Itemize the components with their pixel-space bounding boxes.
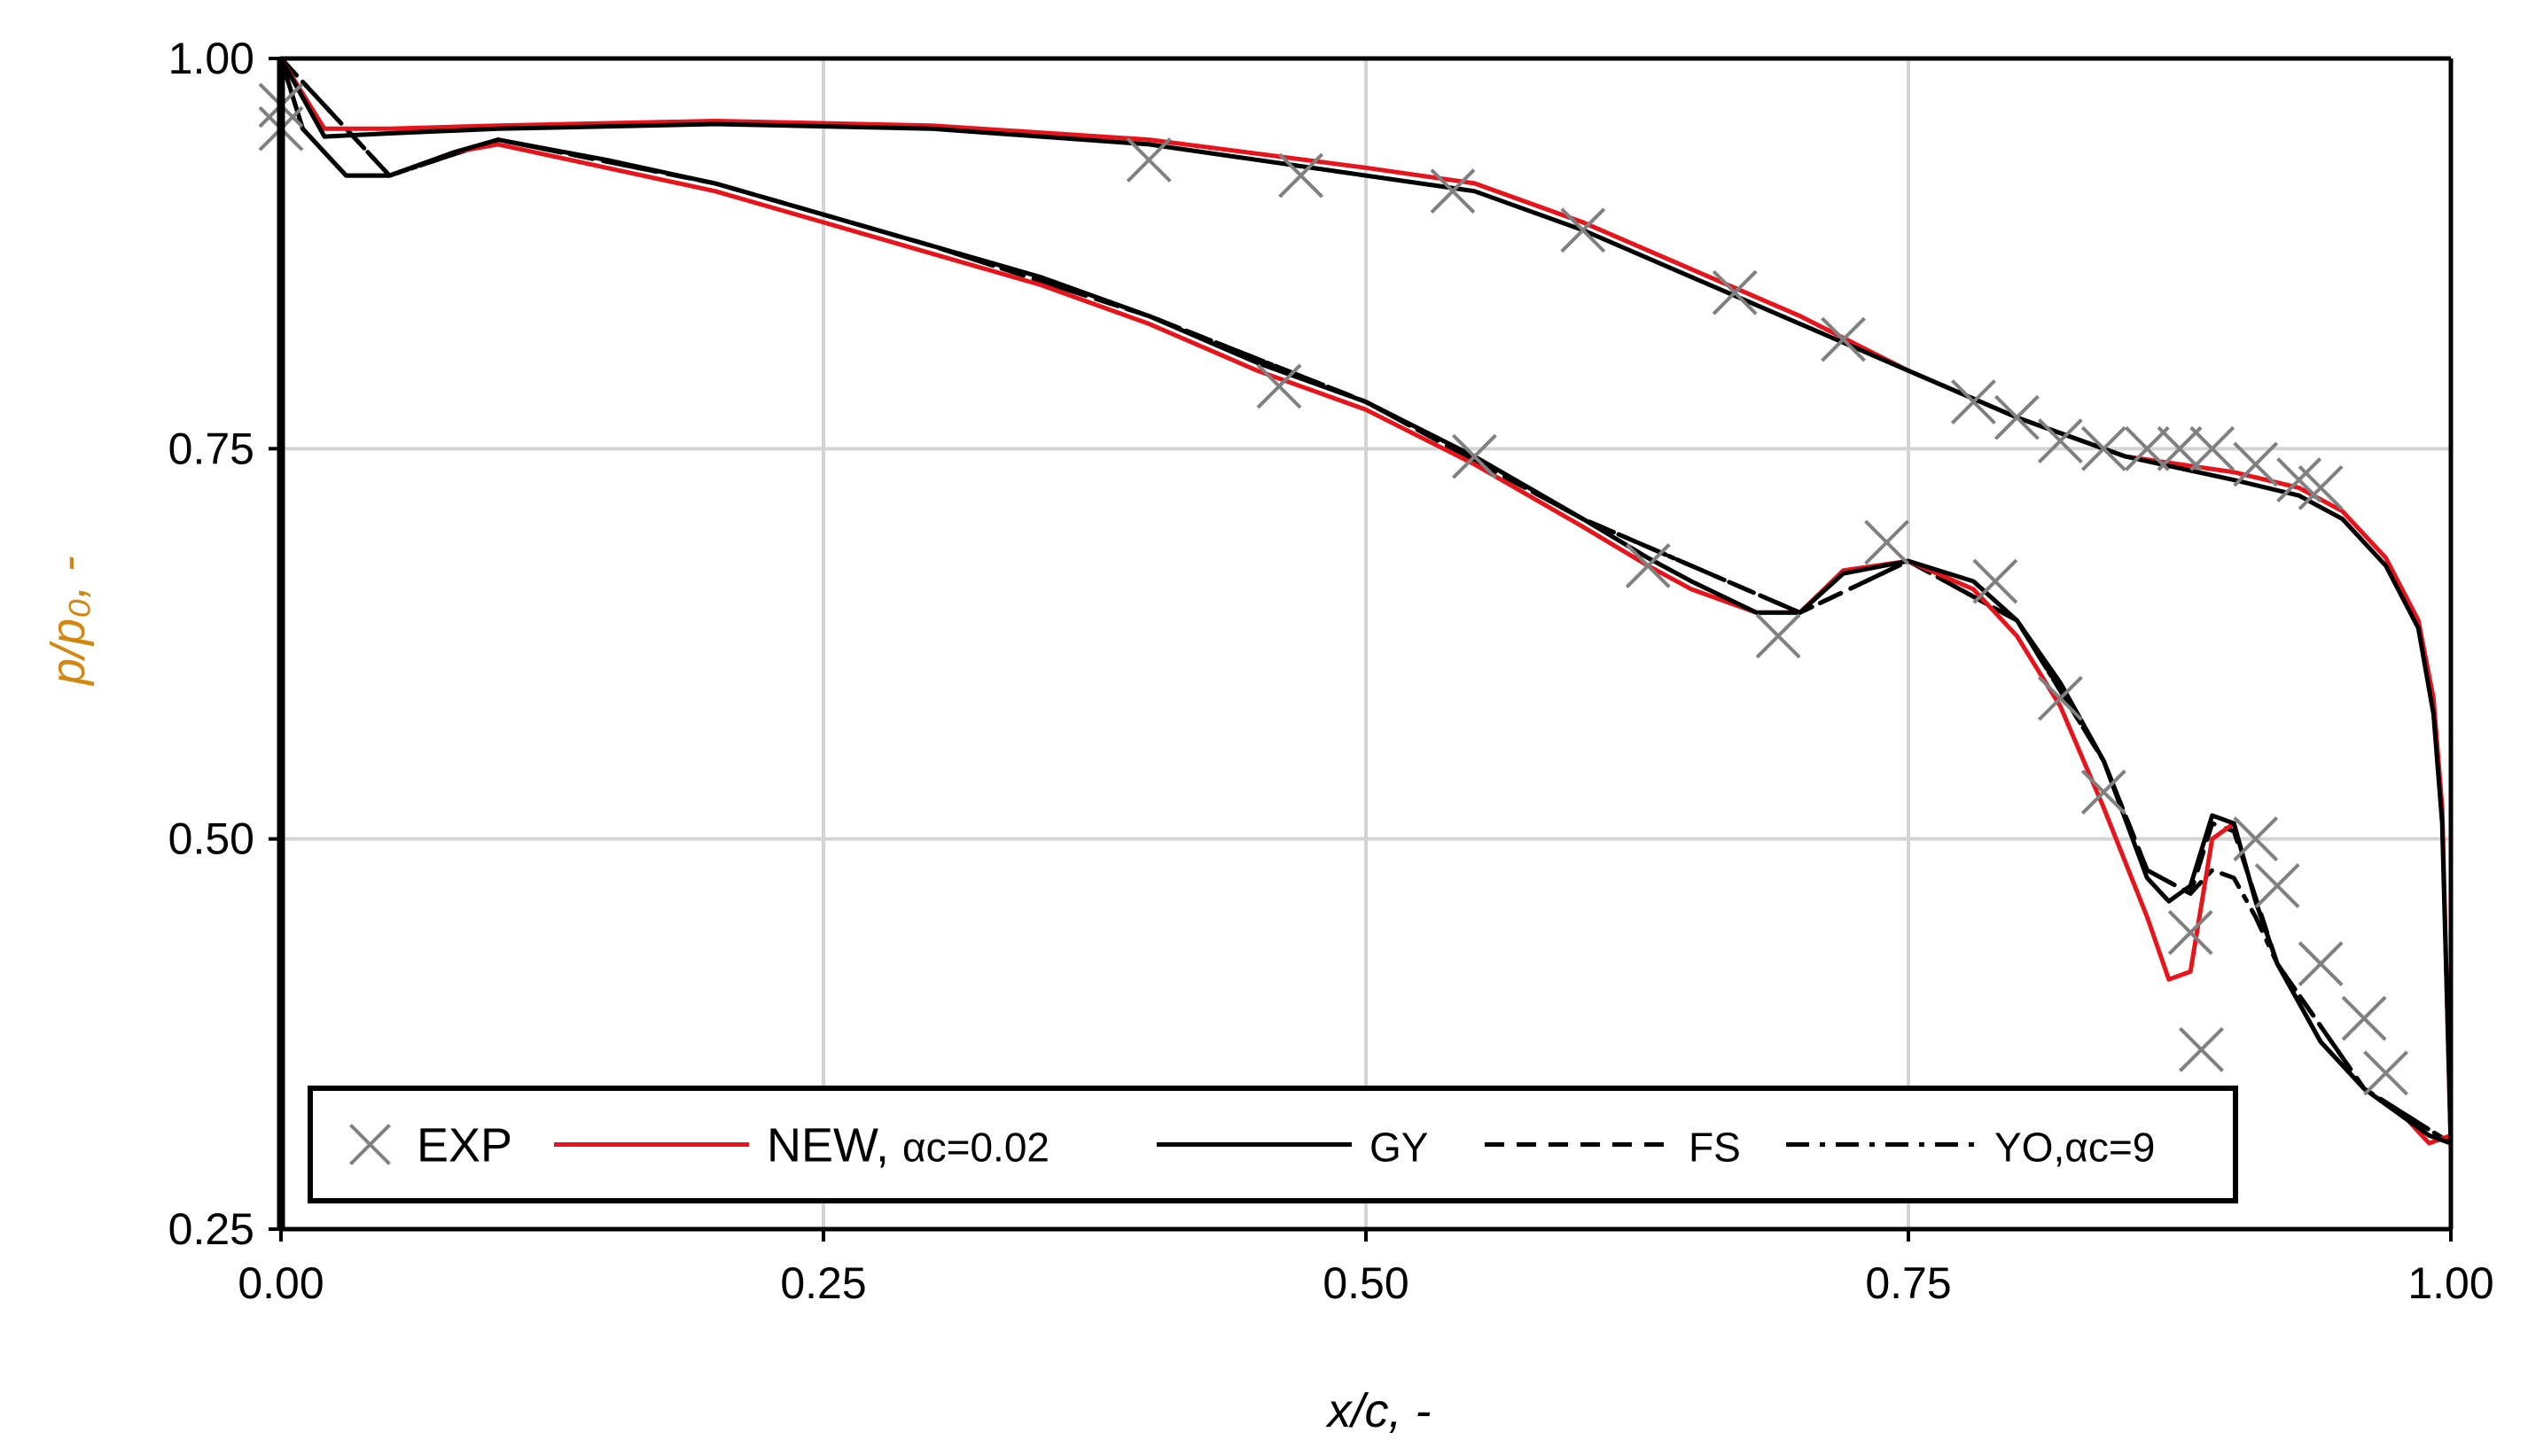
exp-point	[1712, 269, 1758, 315]
exp-point	[2037, 418, 2083, 463]
exp-point	[1951, 379, 1996, 424]
legend-symbol-exp	[349, 1124, 391, 1165]
exp-point	[2298, 941, 2344, 986]
exp-point	[1430, 168, 1476, 214]
series-line-4	[278, 56, 2454, 1146]
exp-point	[2080, 769, 2126, 815]
exp-point	[1126, 137, 1172, 183]
x-tick-label: 0.50	[1323, 1258, 1408, 1308]
exp-point	[2233, 816, 2279, 862]
series-layer	[258, 56, 2454, 1154]
legend-label-yo: YO,αc=9	[1994, 1125, 2155, 1171]
legend: EXP NEW, αc=0.02 GY FS YO,αc=9	[308, 1086, 2238, 1203]
exp-point	[2037, 675, 2083, 721]
exp-point	[2363, 1050, 2408, 1096]
exp-point	[2124, 425, 2170, 471]
exp-point	[1864, 519, 1909, 565]
x-tick-label: 0.25	[780, 1258, 866, 1308]
y-axis-title: p/p₀, -	[42, 556, 95, 687]
y-tick-label: 1.00	[168, 34, 254, 83]
exp-point	[1278, 152, 1323, 199]
series-line-3	[278, 56, 2454, 1146]
legend-label-gy: GY	[1369, 1125, 1428, 1171]
exp-point	[2189, 425, 2235, 471]
exp-point	[1972, 558, 2018, 604]
x-tick-label: 1.00	[2407, 1258, 2493, 1308]
legend-label-fs: FS	[1689, 1125, 1741, 1171]
exp-point	[1755, 613, 1801, 659]
exp-point	[2341, 995, 2387, 1041]
exp-point	[1451, 433, 1497, 479]
legend-sublabel-new: αc=0.02	[902, 1125, 1049, 1171]
exp-point	[2080, 425, 2126, 471]
x-axis-title: x/c, -	[1325, 1384, 1432, 1437]
x-tick-label: 0.00	[238, 1258, 324, 1308]
exp-point	[2167, 909, 2213, 955]
exp-point	[1560, 207, 1606, 253]
y-tick-label: 0.50	[168, 814, 254, 864]
exp-point	[1994, 394, 2040, 440]
exp-point	[2179, 1027, 2224, 1072]
series-line-2	[278, 56, 2454, 1154]
legend-label-exp: EXP	[417, 1119, 512, 1172]
exp-point	[2157, 425, 2203, 471]
exp-point	[1256, 363, 1302, 409]
ticks-layer: 0.250.500.751.000.00 0.25 0.50 0.75 1.00	[168, 34, 2494, 1308]
grid-layer	[279, 57, 2453, 1231]
exp-point	[2298, 464, 2344, 510]
exp-point	[1625, 543, 1671, 588]
exp-point	[2233, 441, 2279, 487]
x-tick-label: 0.75	[1865, 1258, 1951, 1308]
y-tick-label: 0.25	[168, 1204, 254, 1254]
y-tick-label: 0.75	[168, 424, 254, 473]
legend-label-new: NEW, αc=0.02	[767, 1119, 1049, 1172]
exp-point	[2254, 863, 2300, 908]
exp-point	[1821, 316, 1866, 362]
